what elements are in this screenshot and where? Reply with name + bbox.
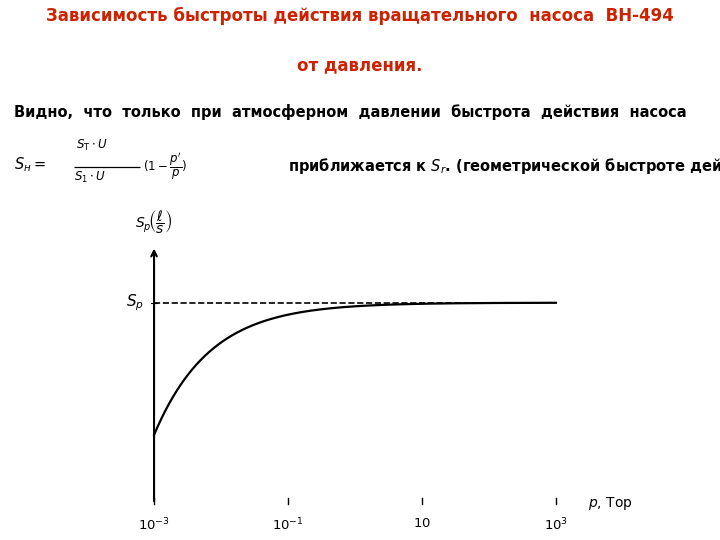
Text: Зависимость быстроты действия вращательного  насоса  ВН-494: Зависимость быстроты действия вращательн… [46, 6, 674, 25]
Text: $10$: $10$ [413, 517, 431, 530]
Text: $10^{-1}$: $10^{-1}$ [272, 517, 304, 534]
Text: $10^{3}$: $10^{3}$ [544, 517, 568, 534]
Text: $(1-\dfrac{p'}{p})$: $(1-\dfrac{p'}{p})$ [143, 151, 186, 183]
Text: $S_p$: $S_p$ [126, 292, 144, 313]
Text: приближается к $S_{r}$. (геометрической быстроте действия): приближается к $S_{r}$. (геометрической … [288, 156, 720, 176]
Text: $p$, Тор: $p$, Тор [588, 495, 633, 512]
Text: $10^{-3}$: $10^{-3}$ [138, 517, 170, 534]
Text: $S_{1} \cdot U$: $S_{1} \cdot U$ [74, 170, 106, 185]
Text: от давления.: от давления. [297, 56, 423, 74]
Text: $S_{н}=$: $S_{н}=$ [14, 156, 46, 174]
Text: Видно,  что  только  при  атмосферном  давлении  быстрота  действия  насоса: Видно, что только при атмосферном давлен… [14, 104, 687, 120]
Text: $S_{\rm T} \cdot U$: $S_{\rm T} \cdot U$ [76, 138, 107, 153]
Text: $S_p\!\left(\dfrac{\ell}{s}\right)$: $S_p\!\left(\dfrac{\ell}{s}\right)$ [135, 209, 173, 237]
